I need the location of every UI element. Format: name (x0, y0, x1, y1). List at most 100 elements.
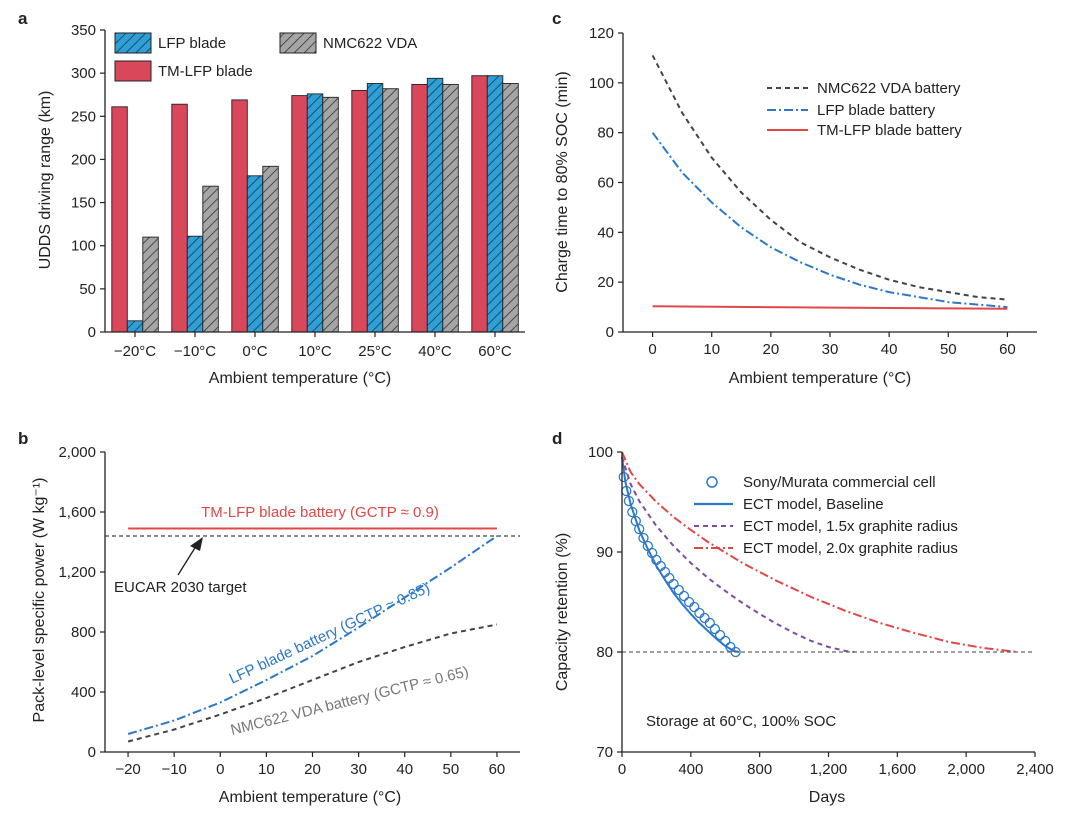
panel-a-ytick-label: 150 (71, 195, 96, 212)
marker-sony-murata-commercial-cell (668, 578, 679, 590)
panel-b-ytick-label: 0 (88, 744, 96, 761)
panel-d-xtick-label: 2,400 (1016, 761, 1054, 778)
panel-c-ytick-label: 120 (589, 25, 614, 42)
panel-a-letter: a (18, 9, 28, 28)
bar-lfp-blade-20-c (126, 320, 144, 333)
line-ect-model-1-5x-graphite-radius (621, 456, 855, 653)
panel-d-ytick-label: 90 (596, 544, 613, 561)
panel-c-xtick-label: 10 (703, 341, 720, 358)
panel-b-xtick-label: 20 (304, 761, 321, 778)
panel-a-legend: LFP blade NMC622 VDA TM-LFP blade (114, 32, 417, 82)
panel-a-xtick-label: 40°C (418, 343, 452, 360)
marker-sony-murata-commercial-cell (689, 601, 700, 613)
panel-b-xtick-label: 60 (489, 761, 506, 778)
line-nmc622-vda-battery (651, 54, 1008, 301)
legend-swatch-tm-lfp-blade (114, 60, 152, 82)
panel-d-legend: Sony/Murata commercial cell ECT model, B… (694, 474, 958, 557)
marker-sony-murata-commercial-cell (730, 646, 741, 658)
panel-c-xtick-label: 40 (881, 341, 898, 358)
panel-c-letter: c (552, 9, 561, 28)
bar-lfp-blade-10-c (186, 235, 204, 333)
bar-tm-lfp-blade-10-c (291, 95, 308, 333)
panel-d-ytick-label: 80 (596, 644, 613, 661)
panel-d-letter: d (552, 429, 562, 448)
legend-swatch-lfp-blade (114, 32, 152, 54)
line-lfp-blade-battery (127, 535, 498, 735)
legend-label-nmc622-vda-battery: NMC622 VDA battery (817, 80, 961, 97)
legend-label-tm-lfp-blade: TM-LFP blade (158, 63, 253, 80)
panel-a-ytick-label: 50 (79, 281, 96, 298)
panel-b-xtick-label: −20 (115, 761, 140, 778)
marker-sony-murata-commercial-cell (683, 596, 695, 608)
panel-c-xlabel: Ambient temperature (°C) (729, 370, 911, 387)
legend-label-ect-2-0x: ECT model, 2.0x graphite radius (743, 540, 958, 557)
panel-a-ytick-label: 250 (71, 108, 96, 125)
bar-tm-lfp-blade-10-c (171, 103, 188, 333)
panel-b-plot-area: 0 400 800 1,200 1,600 2,000 −20 −10 0 10 20 30 40 50 6… (58, 444, 520, 778)
bar-tm-lfp-blade-25-c (351, 89, 368, 333)
marker-sony-murata-commercial-cell (704, 617, 715, 629)
panel-d-ytick-label: 70 (596, 744, 613, 761)
bar-tm-lfp-blade-40-c (411, 83, 428, 333)
panel-c-xtick-label: 50 (940, 341, 957, 358)
panel-a-ytick-label: 200 (71, 151, 96, 168)
panel-b-ytick-label: 400 (71, 684, 96, 701)
panel-a-xtick-label: 25°C (358, 343, 392, 360)
panel-b-xtick-label: 10 (258, 761, 275, 778)
annotation-nmc622-vda-battery: NMC622 VDA battery (GCTP ≈ 0.65) (229, 663, 471, 739)
bar-lfp-blade-0-c (246, 175, 264, 333)
marker-sony-murata-commercial-cell (699, 612, 710, 624)
panel-b-ytick-label: 1,600 (58, 504, 96, 521)
marker-sony-murata-commercial-cell (694, 607, 705, 619)
legend-label-lfp-blade-battery: LFP blade battery (817, 102, 936, 119)
annotation-eucar-2030-target: EUCAR 2030 target (114, 579, 247, 596)
bar-lfp-blade-60-c (486, 75, 504, 333)
panel-b-xtick-label: 0 (216, 761, 224, 778)
panel-c-plot-area: 0 20 40 60 80 100 120 0 10 20 30 40 50 60 (589, 25, 1037, 358)
legend-swatch-nmc622-vda (279, 32, 317, 54)
marker-sony-murata-commercial-cell (714, 629, 726, 641)
annotation-storage-condition: Storage at 60°C, 100% SOC (646, 713, 836, 730)
panel-d-line-chart: d 70 80 90 100 0 400 800 1,200 1,600 2,000 2,400 D… (552, 429, 1054, 806)
eucar-arrow (177, 537, 203, 576)
bar-lfp-blade-10-c (306, 93, 324, 333)
panel-b-ytick-label: 800 (71, 624, 96, 641)
panel-a-bar-chart: a 0 50 100 150 200 250 300 350 −20°C −10°C 0°C 10°C… (18, 9, 525, 387)
panel-d-xtick-label: 800 (747, 761, 772, 778)
panel-b-ylabel: Pack-level specific power (W kg⁻¹) (31, 478, 48, 723)
legend-label-ect-baseline: ECT model, Baseline (743, 496, 884, 513)
panel-c-xtick-label: 60 (999, 341, 1016, 358)
panel-d-xtick-label: 2,000 (947, 761, 985, 778)
panel-a-ytick-label: 350 (71, 22, 96, 39)
panel-a-xtick-label: 60°C (478, 343, 512, 360)
bar-tm-lfp-blade-20-c (111, 106, 128, 333)
panel-c-xtick-label: 30 (822, 341, 839, 358)
panel-a-ytick-label: 300 (71, 65, 96, 82)
panel-c-ytick-label: 80 (597, 125, 614, 142)
marker-sony-murata-commercial-cell (709, 623, 721, 635)
panel-c-ytick-label: 20 (597, 274, 614, 291)
legend-label-lfp-blade: LFP blade (158, 35, 226, 52)
panel-c-ytick-label: 0 (606, 324, 614, 341)
bar-nmc622-vda-60-c (502, 83, 519, 333)
panel-a-xtick-label: 0°C (242, 343, 267, 360)
line-lfp-blade-battery (651, 132, 1008, 309)
line-nmc622-vda-battery (127, 623, 498, 743)
panel-c-xtick-label: 0 (648, 341, 656, 358)
panel-b-letter: b (18, 429, 28, 448)
panel-b-ytick-label: 1,200 (58, 564, 96, 581)
marker-sony-murata-commercial-cell (673, 584, 684, 596)
panel-a-xtick-label: 10°C (298, 343, 332, 360)
panel-c-ytick-label: 40 (597, 224, 614, 241)
panel-b-ytick-label: 2,000 (58, 444, 96, 461)
legend-marker-sony-murata (706, 476, 718, 488)
panel-c-line-chart: c 0 20 40 60 80 100 120 0 10 20 30 40 50 60 Ambient t… (552, 9, 1037, 387)
panel-a-ytick-label: 100 (71, 238, 96, 255)
panel-d-xtick-label: 1,600 (879, 761, 917, 778)
panel-d-xtick-label: 0 (618, 761, 626, 778)
panel-a-xtick-label: −10°C (174, 343, 216, 360)
bar-nmc622-vda-20-c (142, 236, 159, 333)
panel-c-ytick-label: 100 (589, 75, 614, 92)
bar-nmc622-vda-10-c (322, 96, 339, 333)
legend-label-ect-1-5x: ECT model, 1.5x graphite radius (743, 518, 958, 535)
